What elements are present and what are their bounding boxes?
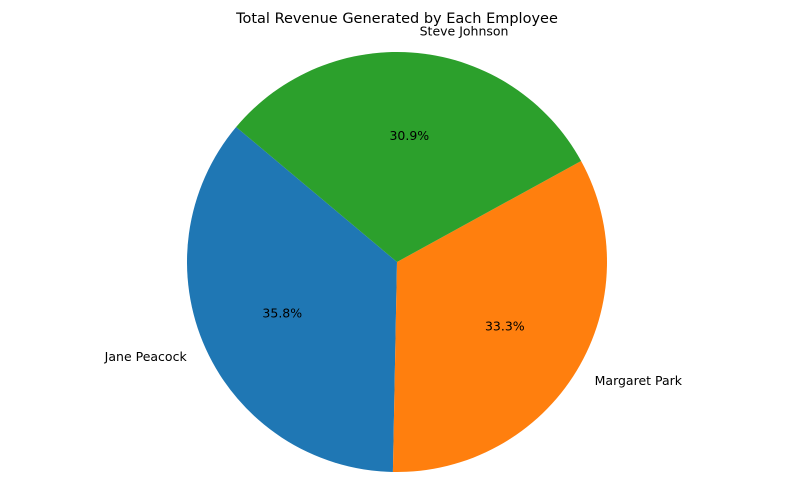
pie-slices <box>187 52 607 473</box>
slice-label-jane-peacock: Jane Peacock <box>104 349 188 364</box>
slice-percent-margaret-park: 33.3% <box>485 319 525 334</box>
slice-label-margaret-park: Margaret Park <box>595 373 683 388</box>
pie-slice-jane-peacock <box>187 127 397 472</box>
slice-percent-jane-peacock: 35.8% <box>262 306 302 321</box>
pie-slice-steve-johnson <box>236 52 582 262</box>
chart-title: Total Revenue Generated by Each Employee <box>235 11 558 27</box>
pie-labels: Jane Peacock 35.8% Margaret Park 33.3% Steve… <box>104 24 683 388</box>
slice-percent-steve-johnson: 30.9% <box>389 128 429 143</box>
slice-label-steve-johnson: Steve Johnson <box>420 24 509 39</box>
pie-slice-margaret-park <box>392 160 607 473</box>
